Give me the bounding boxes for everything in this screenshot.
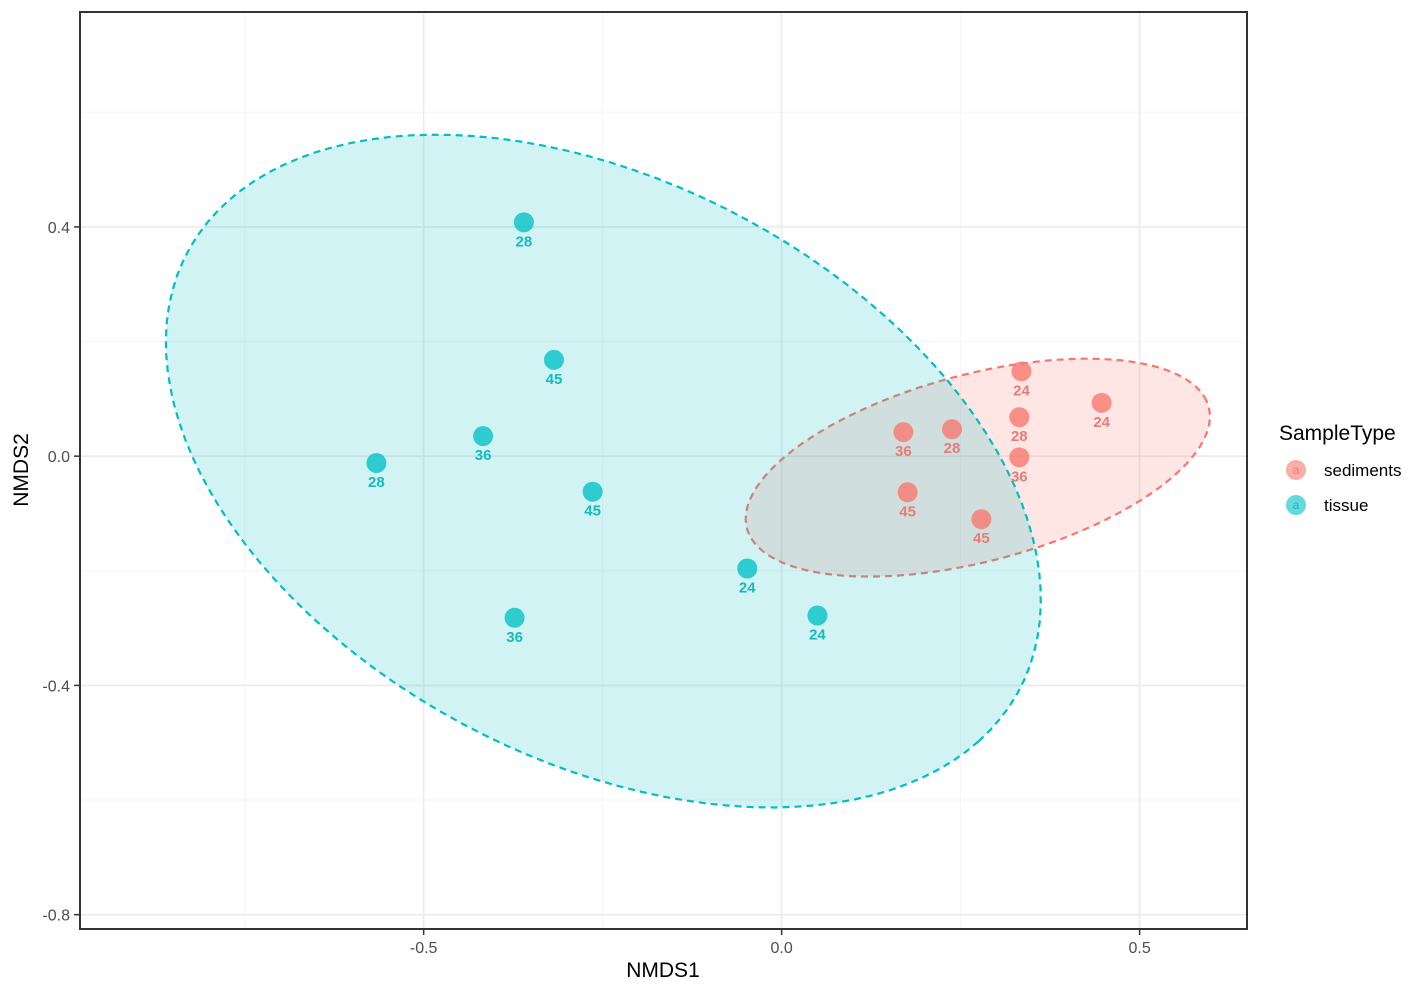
tissue-point bbox=[582, 481, 603, 502]
point-labels: 24 24 28 28 36 36 45 45 28 45 36 28 45 24 36 24 bbox=[368, 233, 1111, 645]
plot-panel: 24 24 28 28 36 36 45 45 28 45 36 28 45 24 36 24 bbox=[79, 11, 1248, 930]
tissue-point-label: 28 bbox=[368, 474, 385, 491]
x-tick-label: -0.5 bbox=[410, 940, 438, 957]
y-axis-title: NMDS2 bbox=[10, 433, 33, 507]
legend-label-sediments: sediments bbox=[1324, 461, 1401, 480]
tissue-point bbox=[807, 605, 828, 626]
x-axis: -0.5 0.0 0.5 bbox=[410, 929, 1151, 957]
sediments-point bbox=[893, 422, 914, 443]
tissue-point bbox=[513, 212, 534, 233]
sediments-point bbox=[1011, 361, 1032, 382]
x-tick-label: 0.0 bbox=[771, 940, 793, 957]
sediments-point bbox=[971, 509, 992, 530]
tissue-point bbox=[504, 607, 525, 628]
tissue-point bbox=[473, 426, 494, 447]
sediments-point bbox=[1091, 392, 1112, 413]
y-axis: -0.8 -0.4 0.0 0.4 bbox=[42, 220, 80, 925]
confidence-ellipses bbox=[164, 133, 1212, 809]
tissue-point-label: 36 bbox=[475, 447, 492, 464]
sediments-point-label: 45 bbox=[899, 503, 916, 520]
tissue-point-label: 36 bbox=[506, 629, 523, 646]
y-tick-label: -0.8 bbox=[42, 908, 70, 925]
tissue-ellipse bbox=[164, 133, 1042, 809]
legend-key-letter: a bbox=[1293, 463, 1300, 477]
legend-item-sediments: a sediments bbox=[1286, 460, 1401, 480]
y-tick-label: 0.0 bbox=[48, 449, 70, 466]
legend-item-tissue: a tissue bbox=[1286, 495, 1368, 515]
sediments-point-label: 36 bbox=[1011, 468, 1028, 485]
x-tick-label: 0.5 bbox=[1128, 940, 1150, 957]
sediments-ellipse bbox=[744, 357, 1212, 578]
minor-gridlines bbox=[80, 12, 1247, 929]
data-points bbox=[366, 212, 1112, 628]
tissue-point-label: 28 bbox=[516, 233, 533, 250]
x-axis-title: NMDS1 bbox=[626, 959, 700, 982]
tissue-point-label: 24 bbox=[739, 580, 756, 597]
sediments-point-label: 24 bbox=[1093, 414, 1110, 431]
tissue-point-label: 45 bbox=[584, 503, 601, 520]
sediments-point bbox=[1009, 407, 1030, 428]
sediments-point bbox=[942, 419, 963, 440]
sediments-point-label: 45 bbox=[973, 530, 990, 547]
sediments-point-label: 28 bbox=[1011, 428, 1028, 445]
tissue-point bbox=[543, 349, 564, 370]
y-tick-label: -0.4 bbox=[42, 678, 70, 695]
legend-key-tissue bbox=[1286, 495, 1306, 515]
panel-background bbox=[80, 12, 1247, 929]
major-gridlines bbox=[80, 12, 1247, 929]
sediments-point bbox=[897, 482, 918, 503]
sediments-point-label: 24 bbox=[1013, 382, 1030, 399]
legend-items: a sediments a tissue bbox=[1286, 460, 1401, 515]
panel-border bbox=[79, 11, 1248, 930]
tissue-point bbox=[366, 453, 387, 474]
legend-key-letter: a bbox=[1293, 498, 1300, 512]
legend-key-sediments bbox=[1286, 460, 1306, 480]
legend-title: SampleType bbox=[1279, 422, 1396, 445]
sediments-point-label: 28 bbox=[944, 440, 961, 457]
sediments-point bbox=[1009, 447, 1030, 468]
legend-label-tissue: tissue bbox=[1324, 496, 1368, 515]
sediments-point-label: 36 bbox=[895, 443, 912, 460]
y-tick-label: 0.4 bbox=[48, 220, 70, 237]
tissue-point bbox=[737, 558, 758, 579]
tissue-point-label: 45 bbox=[546, 371, 563, 388]
legend: SampleType a sediments a tissue bbox=[1279, 422, 1401, 515]
tissue-point-label: 24 bbox=[809, 627, 826, 644]
